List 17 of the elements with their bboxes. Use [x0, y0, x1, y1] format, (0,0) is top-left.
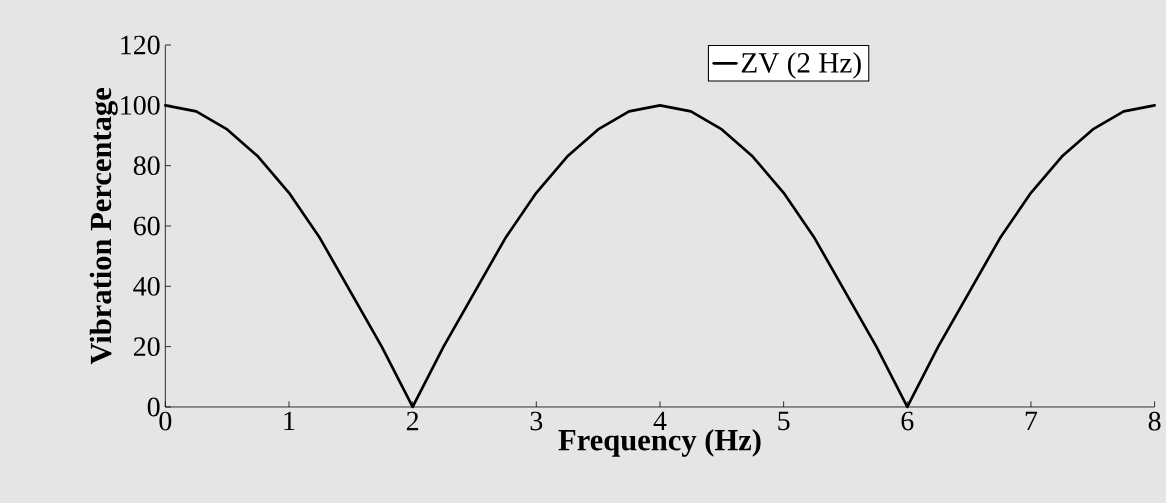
y-tick-label: 120 [121, 35, 160, 55]
y-tick-label: 80 [133, 156, 160, 176]
x-tick-label: 8 [1148, 411, 1161, 431]
x-tick-label: 1 [284, 411, 295, 431]
y-axis-title: Vibration Percentage [89, 88, 118, 365]
y-tick-label: 60 [133, 216, 160, 236]
x-tick-label: 6 [901, 411, 914, 431]
x-tick-label: 5 [778, 411, 790, 431]
y-tick-label: 0 [147, 397, 160, 417]
x-tick-label: 4 [653, 411, 667, 431]
y-tick-label: 20 [133, 337, 160, 357]
x-tick-label: 2 [406, 411, 419, 431]
y-tick-label: 100 [121, 95, 160, 115]
y-tick-label: 40 [133, 276, 160, 296]
x-tick-label: 3 [530, 411, 543, 431]
legend-label: ZV (2 Hz) [741, 52, 861, 79]
x-tick-label: 7 [1025, 411, 1038, 430]
